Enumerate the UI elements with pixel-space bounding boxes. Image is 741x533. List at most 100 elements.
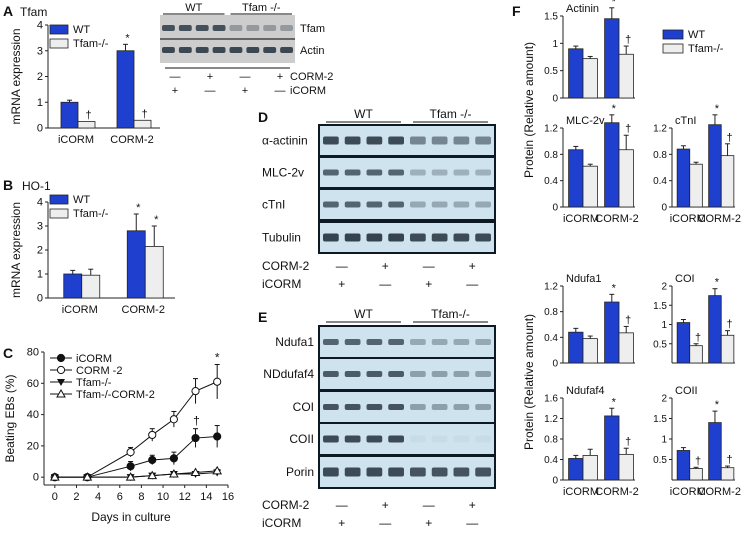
blot-band <box>212 47 226 53</box>
data-point <box>49 472 60 481</box>
y-tick-label: 80 <box>27 347 39 359</box>
significance-mark: † <box>726 132 732 144</box>
y-tick-label: 0.4 <box>653 176 667 187</box>
data-point <box>82 472 93 481</box>
subplot-ndufaf4: 0 0.4 0.8 1.2 1.6 iCORM * † CORM-2 Ndufaf4 <box>544 385 639 498</box>
blot-band <box>344 435 361 443</box>
category-label: iCORM <box>58 134 94 146</box>
legend-label: Tfam-/- <box>76 377 112 389</box>
blot-band <box>366 201 383 208</box>
data-point <box>190 467 201 476</box>
x-tick-label: 16 <box>222 491 234 503</box>
y-tick-label: 0.5 <box>653 455 667 466</box>
blot-band <box>323 201 339 208</box>
y-tick-label: 0 <box>37 123 43 135</box>
treatment-sign: + <box>382 259 389 273</box>
bar-wt <box>676 450 691 481</box>
data-point <box>126 448 135 457</box>
blot-band <box>453 339 470 345</box>
subplot-ctni: 0 0.4 0.8 1.2 iCORM * † CORM-2 cTnI <box>653 103 741 225</box>
panel-letter-f: F <box>512 3 521 19</box>
y-tick-label: 40 <box>27 409 39 421</box>
treatment-sign: + <box>338 277 345 291</box>
category-label: CORM-2 <box>110 134 153 146</box>
chart-beating-ebs: 0 20 40 60 80 0 2 4 6 8 10 12 14 16 Days in culture Bea… <box>3 347 234 525</box>
bar-wt <box>60 101 79 129</box>
treatment-sign: — <box>423 259 435 273</box>
y-axis-label: Beating EBs (%) <box>3 374 17 462</box>
y-tick-label: 0 <box>37 293 43 305</box>
significance-mark: † <box>85 110 91 122</box>
blot-band <box>475 371 491 377</box>
treatment-row-label: iCORM <box>262 516 301 530</box>
treatment-sign: — <box>205 85 216 97</box>
subplot-title: COI <box>675 273 695 285</box>
y-tick-label: 0.5 <box>544 66 558 77</box>
bar-wt <box>63 273 83 299</box>
blot-band-label: COII <box>289 432 314 446</box>
treatment-row-label: iCORM <box>290 85 326 97</box>
treatment-sign: — <box>379 516 391 530</box>
significance-mark: * <box>125 32 130 44</box>
blot-band-label: Porin <box>286 465 314 479</box>
blot-band <box>323 136 339 145</box>
blot-band <box>162 25 175 31</box>
data-point <box>169 454 178 463</box>
blot-band <box>323 467 339 477</box>
category-label: iCORM <box>62 304 98 316</box>
western-blot-d: WT Tfam -/- α-actinin MLC-2v cTnI Tubulin CORM… <box>262 107 496 291</box>
treatment-sign: — <box>240 71 251 83</box>
blot-band <box>323 435 339 443</box>
blot-band <box>323 371 339 377</box>
y-tick-label: 60 <box>27 378 39 390</box>
bar-tfam-ko <box>582 338 598 364</box>
blot-band <box>410 201 426 208</box>
panel-letter-e: E <box>258 309 267 325</box>
significance-mark: * <box>612 103 617 115</box>
blot-band <box>410 233 426 242</box>
treatment-row-label: CORM-2 <box>262 498 310 512</box>
y-tick-label: 0.8 <box>653 150 667 161</box>
bar-tfam-ko <box>618 453 634 481</box>
subplot-mlc-2v: 0 0.4 0.8 1.2 iCORM * † CORM-2 MLC-2v <box>544 103 639 225</box>
blot-band <box>453 233 470 242</box>
subplot-title: cTnI <box>675 115 696 127</box>
blot-band <box>280 25 293 31</box>
x-tick-label: 14 <box>200 491 212 503</box>
y-tick-label: 1.5 <box>653 301 667 312</box>
blot-band <box>344 467 361 477</box>
blot-band-label: Tfam <box>300 23 325 35</box>
bar-wt <box>676 148 691 208</box>
y-tick-label: 1 <box>661 435 667 446</box>
chart-tfam-mrna: 0 1 2 3 4 mRNA expression † iCORM * † CORM-2 Tfam WT… <box>9 5 160 146</box>
blot-band <box>344 169 361 176</box>
y-tick-label: 20 <box>27 440 39 452</box>
subplot-coii: 0.5 1 1.5 2 † iCORM * † CORM-2 COII <box>653 385 741 498</box>
legend-label: Tfam-/-CORM-2 <box>76 389 155 401</box>
treatment-sign: + <box>382 498 389 512</box>
data-point <box>57 379 65 386</box>
blot-band <box>162 47 175 53</box>
data-point <box>213 377 222 386</box>
blot-band <box>388 201 404 208</box>
bar-wt <box>708 124 722 208</box>
blot-band <box>388 371 404 377</box>
blot-band <box>410 136 426 145</box>
bar-wt <box>568 458 584 481</box>
treatment-sign: + <box>425 516 432 530</box>
blot-band <box>410 339 426 345</box>
significance-mark: * <box>715 399 720 411</box>
legend-label: iCORM <box>76 353 112 365</box>
legend-label: CORM -2 <box>76 365 122 377</box>
significance-mark: * <box>612 396 617 408</box>
treatment-sign: + <box>425 277 432 291</box>
legend-swatch <box>49 208 69 219</box>
blot-band <box>453 467 470 477</box>
chart-ho1-mrna: 0 1 2 3 4 mRNA expression iCORM * * CORM-2 HO-1 WT T… <box>9 179 175 316</box>
significance-mark: † <box>726 454 732 466</box>
subplot-title: Ndufaf4 <box>566 385 605 397</box>
series-tfam-corm-2 <box>49 465 223 481</box>
y-tick-label: 4 <box>37 20 43 32</box>
treatment-row-label: CORM-2 <box>290 71 333 83</box>
